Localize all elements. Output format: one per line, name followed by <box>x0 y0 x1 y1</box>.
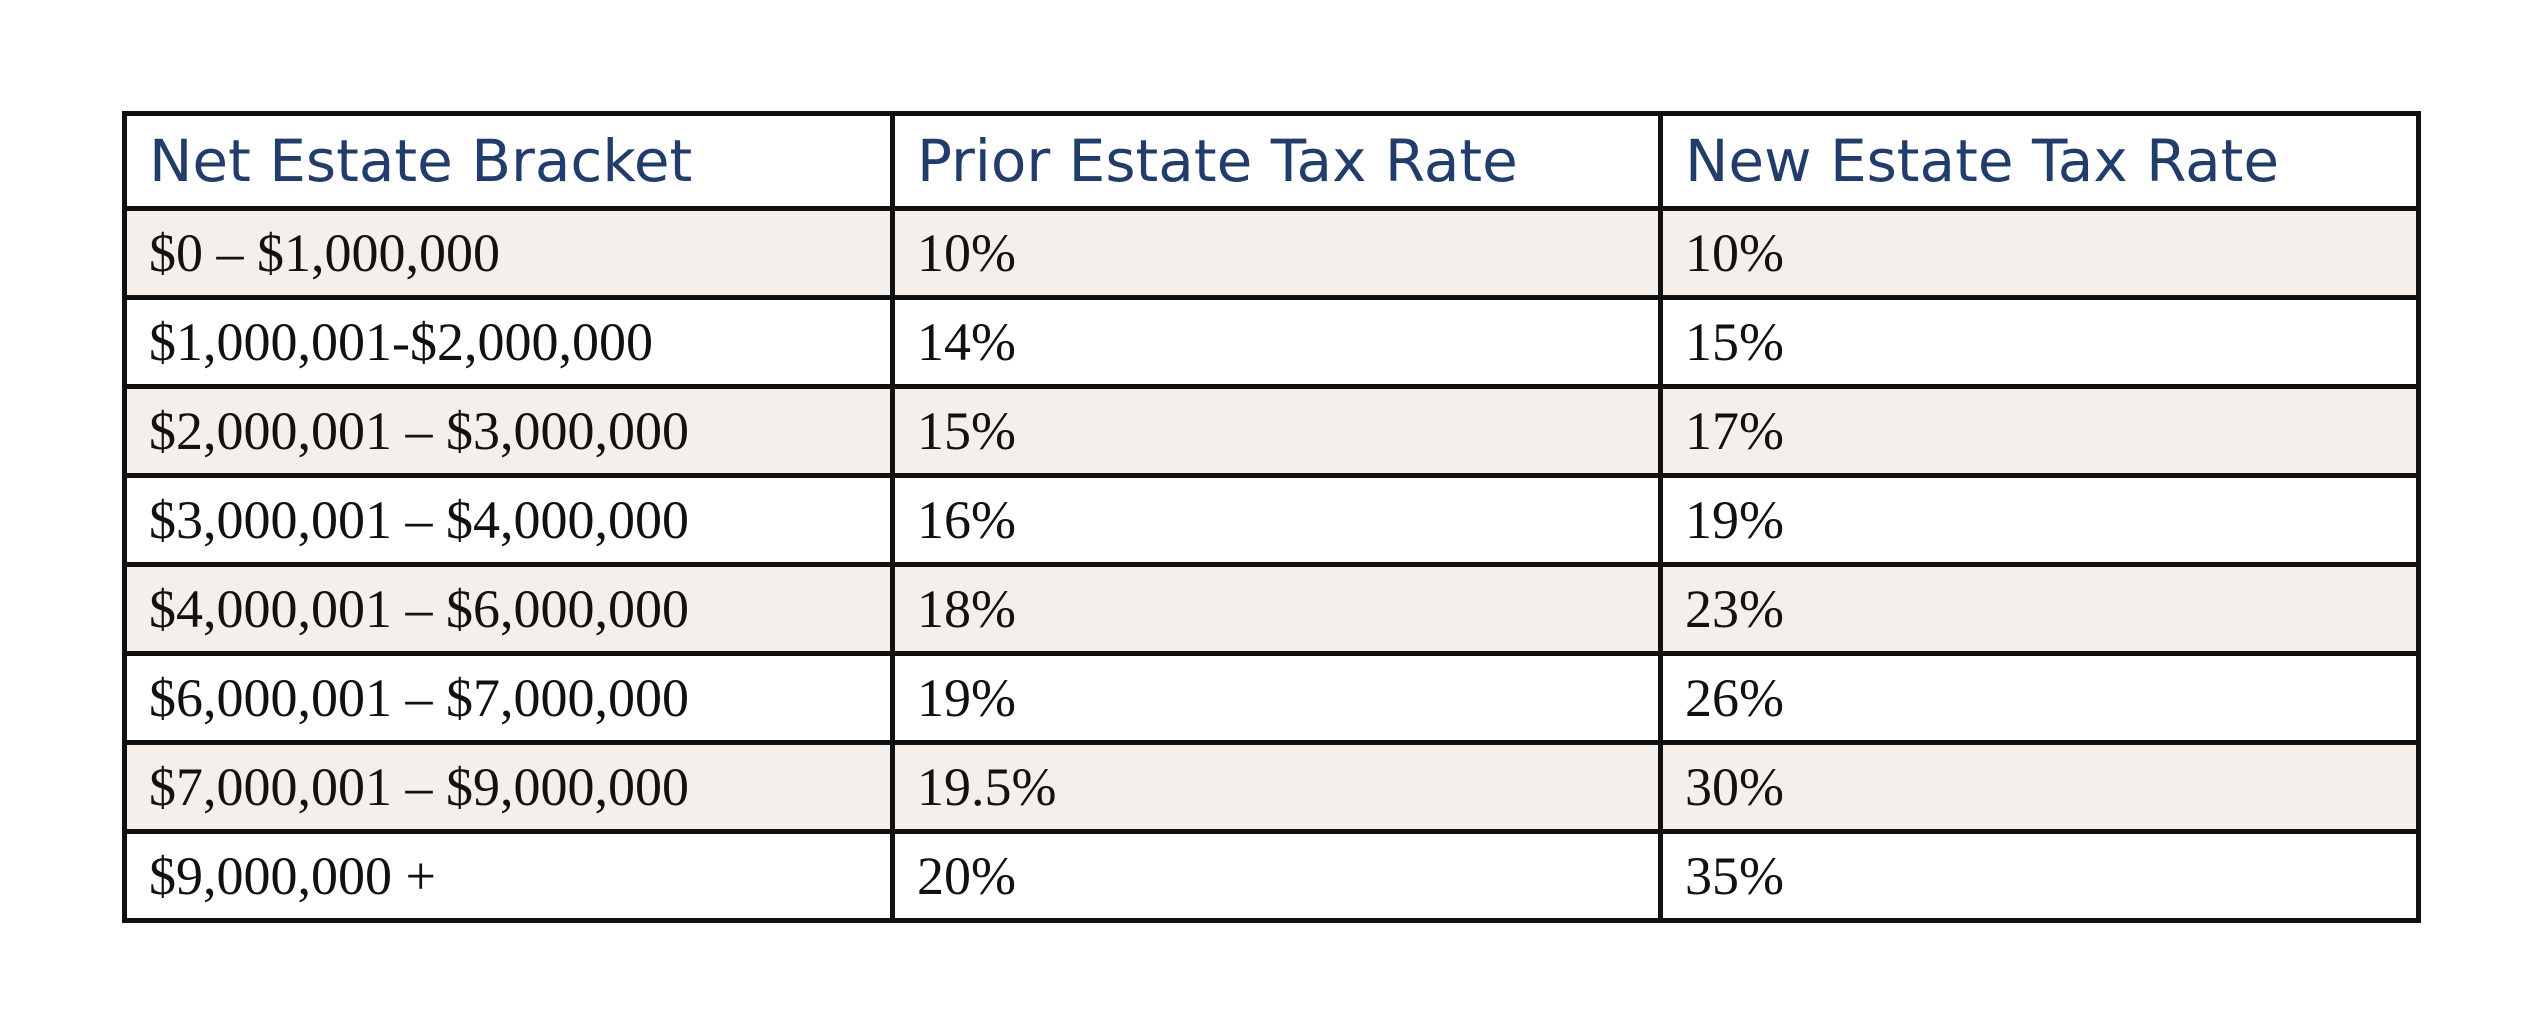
prior-rate-cell: 16% <box>890 473 1663 567</box>
new-rate-cell: 10% <box>1658 206 2421 300</box>
prior-rate-cell: 19% <box>890 651 1663 745</box>
new-rate-cell: 15% <box>1658 295 2421 389</box>
table-header-row: Net Estate Bracket Prior Estate Tax Rate… <box>122 111 2421 211</box>
prior-rate-cell: 20% <box>890 829 1663 923</box>
new-rate-cell: 23% <box>1658 562 2421 656</box>
table-row: $6,000,001 – $7,000,000 19% 26% <box>122 651 2421 745</box>
estate-tax-table: Net Estate Bracket Prior Estate Tax Rate… <box>122 111 2421 923</box>
table-row: $3,000,001 – $4,000,000 16% 19% <box>122 473 2421 567</box>
prior-rate-cell: 18% <box>890 562 1663 656</box>
table-row: $1,000,001-$2,000,000 14% 15% <box>122 295 2421 389</box>
table-row: $9,000,000 + 20% 35% <box>122 829 2421 923</box>
new-rate-cell: 35% <box>1658 829 2421 923</box>
prior-rate-cell: 19.5% <box>890 740 1663 834</box>
prior-rate-cell: 10% <box>890 206 1663 300</box>
bracket-cell: $1,000,001-$2,000,000 <box>122 295 895 389</box>
new-rate-cell: 26% <box>1658 651 2421 745</box>
new-rate-cell: 30% <box>1658 740 2421 834</box>
bracket-cell: $4,000,001 – $6,000,000 <box>122 562 895 656</box>
prior-rate-cell: 15% <box>890 384 1663 478</box>
bracket-cell: $0 – $1,000,000 <box>122 206 895 300</box>
table-row: $0 – $1,000,000 10% 10% <box>122 206 2421 300</box>
header-net-estate-bracket: Net Estate Bracket <box>122 111 895 211</box>
bracket-cell: $2,000,001 – $3,000,000 <box>122 384 895 478</box>
table-row: $7,000,001 – $9,000,000 19.5% 30% <box>122 740 2421 834</box>
bracket-cell: $7,000,001 – $9,000,000 <box>122 740 895 834</box>
table-row: $4,000,001 – $6,000,000 18% 23% <box>122 562 2421 656</box>
prior-rate-cell: 14% <box>890 295 1663 389</box>
new-rate-cell: 19% <box>1658 473 2421 567</box>
bracket-cell: $3,000,001 – $4,000,000 <box>122 473 895 567</box>
bracket-cell: $6,000,001 – $7,000,000 <box>122 651 895 745</box>
bracket-cell: $9,000,000 + <box>122 829 895 923</box>
header-new-estate-tax-rate: New Estate Tax Rate <box>1658 111 2421 211</box>
header-prior-estate-tax-rate: Prior Estate Tax Rate <box>890 111 1663 211</box>
table-row: $2,000,001 – $3,000,000 15% 17% <box>122 384 2421 478</box>
new-rate-cell: 17% <box>1658 384 2421 478</box>
